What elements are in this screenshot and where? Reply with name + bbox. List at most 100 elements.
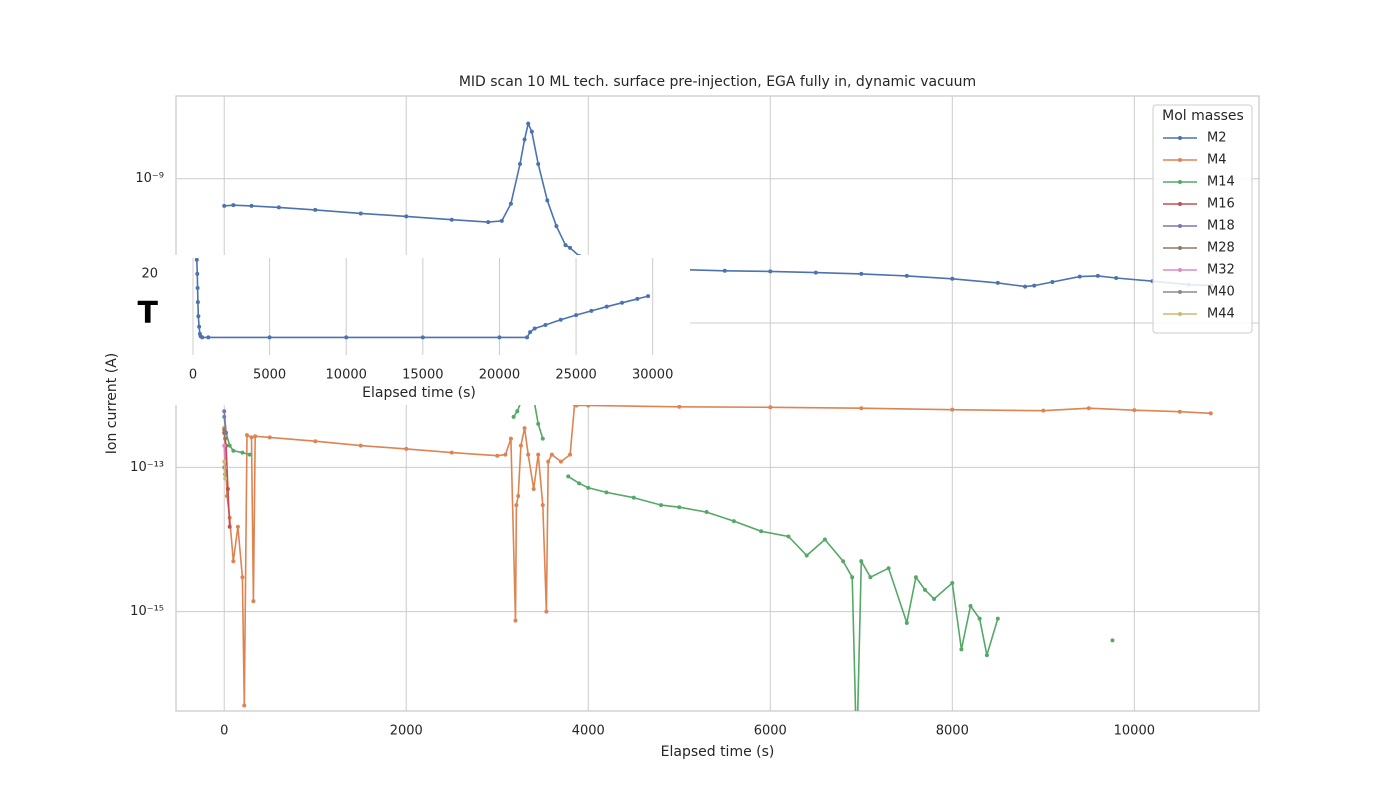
series-line — [223, 402, 1211, 706]
legend-label: M16 — [1207, 197, 1235, 212]
y-tick-label: 10⁻¹⁵ — [130, 604, 164, 619]
data-point — [859, 271, 864, 276]
data-point — [546, 459, 551, 464]
data-point — [540, 436, 545, 441]
legend-marker — [1178, 312, 1182, 316]
legend-marker — [1178, 158, 1182, 162]
x-axis-label: Elapsed time (s) — [362, 385, 476, 401]
data-point — [223, 436, 228, 441]
data-point — [1041, 408, 1046, 413]
data-point — [568, 452, 573, 457]
data-point — [950, 276, 955, 281]
data-point — [242, 703, 247, 708]
data-point — [850, 575, 855, 580]
data-point — [1110, 638, 1115, 643]
data-point — [404, 446, 409, 451]
data-point — [568, 245, 573, 250]
data-point — [195, 285, 200, 290]
data-point — [235, 524, 240, 529]
data-point — [704, 510, 709, 515]
legend: Mol masses M2 M4 M14 M16 M18 M28 M32 M40 M44 — [1152, 104, 1253, 334]
legend-label: M4 — [1207, 153, 1227, 168]
legend-marker — [1178, 136, 1182, 140]
data-point — [267, 335, 272, 340]
data-point — [449, 450, 454, 455]
data-point — [545, 198, 550, 203]
legend-marker — [1178, 224, 1182, 228]
legend-label: M14 — [1207, 175, 1235, 190]
data-point — [313, 207, 318, 212]
data-point — [522, 137, 527, 142]
data-point — [1032, 283, 1037, 288]
data-point — [516, 494, 521, 499]
data-point — [276, 205, 281, 210]
data-point — [249, 203, 254, 208]
data-point — [231, 203, 236, 208]
legend-label: M44 — [1207, 307, 1235, 322]
data-point — [577, 481, 582, 486]
data-point — [196, 314, 201, 319]
data-point — [227, 443, 232, 448]
data-point — [194, 258, 199, 262]
data-point — [786, 534, 791, 539]
legend-marker — [1178, 246, 1182, 250]
series-line — [195, 258, 649, 339]
data-point — [589, 308, 594, 313]
data-point — [231, 448, 236, 453]
data-point — [511, 414, 516, 419]
data-point — [932, 596, 937, 601]
data-point — [532, 326, 537, 331]
data-point — [554, 224, 559, 229]
data-point — [503, 452, 508, 457]
data-point — [1050, 280, 1055, 285]
series-line — [223, 461, 226, 479]
legend-label: M32 — [1207, 263, 1235, 278]
data-point — [1177, 409, 1182, 414]
legend-label: M18 — [1207, 219, 1235, 234]
data-point — [231, 559, 236, 564]
legend-marker — [1178, 290, 1182, 294]
data-point — [904, 620, 909, 625]
data-point — [722, 268, 727, 273]
axes: 0 5000 10000 15000 20000 25000 30000 20 Elapsed … — [130, 255, 690, 405]
data-point — [247, 452, 252, 457]
data-point — [549, 452, 554, 457]
data-point — [449, 217, 454, 222]
y-tick-label: 10⁻⁹ — [135, 171, 164, 186]
data-point — [249, 435, 254, 440]
y-axis-label: Ion current (A) — [104, 353, 120, 454]
data-point — [886, 566, 891, 571]
data-point — [536, 161, 541, 166]
data-point — [531, 487, 536, 492]
data-point — [804, 553, 809, 558]
data-point — [558, 317, 563, 322]
data-point — [536, 421, 541, 426]
data-point — [526, 452, 531, 457]
data-point — [251, 599, 256, 604]
data-point — [313, 439, 318, 444]
series-layer — [194, 258, 651, 340]
data-point — [950, 580, 955, 585]
data-point — [631, 495, 636, 500]
data-point — [563, 243, 568, 248]
data-point — [222, 459, 227, 464]
data-point — [495, 453, 500, 458]
data-point — [959, 647, 964, 652]
data-point — [528, 330, 533, 335]
chart-title: MID scan 10 ML tech. surface pre-injecti… — [459, 74, 976, 90]
data-point — [1086, 406, 1091, 411]
data-point — [540, 503, 545, 508]
data-point — [659, 503, 664, 508]
data-point — [968, 603, 973, 608]
data-point — [574, 313, 579, 318]
data-point — [222, 203, 227, 208]
data-point — [677, 404, 682, 409]
data-point — [529, 129, 534, 134]
x-tick-label: 4000 — [572, 724, 605, 739]
data-point — [1095, 273, 1100, 278]
x-tick-label: 5000 — [253, 368, 286, 383]
data-point — [566, 474, 571, 479]
x-tick-label: 8000 — [936, 724, 969, 739]
data-point — [195, 271, 200, 276]
